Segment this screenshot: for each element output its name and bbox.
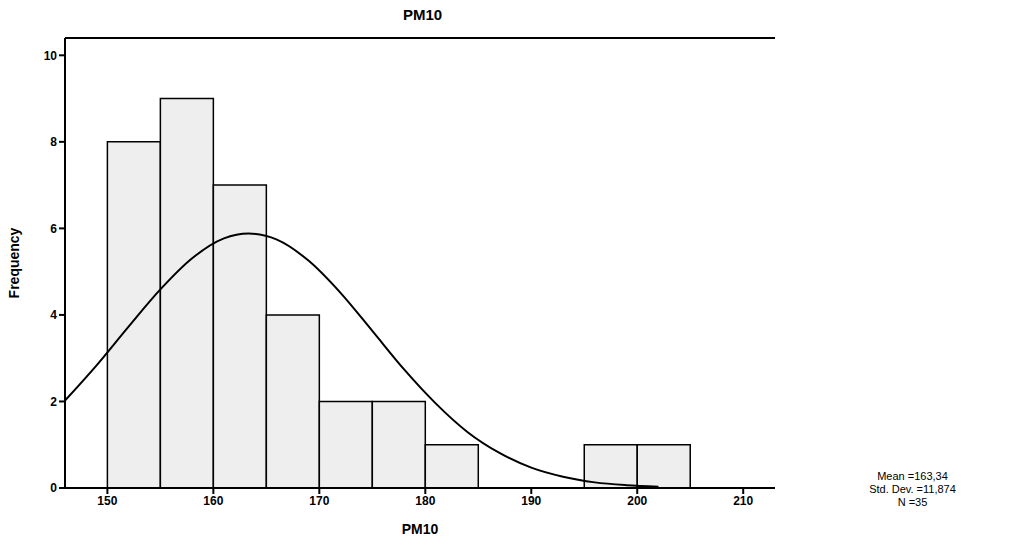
svg-text:2: 2 [50,395,57,409]
svg-text:180: 180 [415,494,435,508]
html-text:Std. Dev. =11,874: Std. Dev. =11,874 [869,483,956,495]
svg-text:170: 170 [309,494,329,508]
svg-text:10: 10 [44,49,58,63]
svg-text:Frequency: Frequency [6,227,22,298]
svg-text:200: 200 [627,494,647,508]
svg-text:160: 160 [203,494,223,508]
svg-text:210: 210 [733,494,753,508]
svg-text:150: 150 [97,494,117,508]
svg-text:6: 6 [50,222,57,236]
svg-text:4: 4 [50,308,57,322]
svg-text:190: 190 [521,494,541,508]
html-text:Mean =163,34: Mean =163,34 [877,470,948,482]
svg-text:8: 8 [50,135,57,149]
html-text:N =35: N =35 [897,496,928,508]
svg-text:0: 0 [50,481,57,495]
html-text:PM10: PM10 [402,6,443,23]
svg-text:PM10: PM10 [402,521,439,537]
